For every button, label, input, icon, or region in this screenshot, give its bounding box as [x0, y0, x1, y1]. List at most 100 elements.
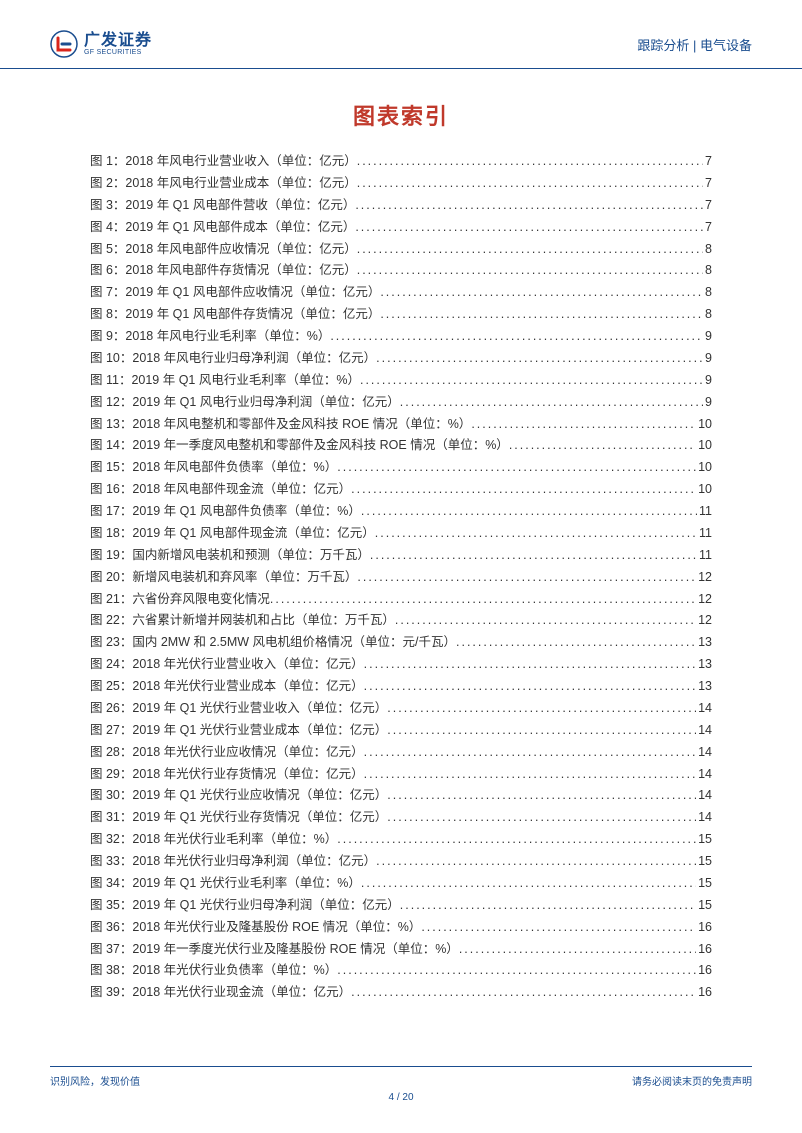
toc-label: 图 13：2018 年风电整机和零部件及金风科技 ROE 情况（单位：%）	[90, 414, 471, 436]
toc-page-number: 15	[696, 829, 712, 851]
toc-item: 图 1：2018 年风电行业营业收入（单位：亿元）7	[90, 151, 712, 173]
toc-leader-dots	[337, 960, 696, 982]
toc-item: 图 19：国内新增风电装机和预测（单位：万千瓦） 11	[90, 545, 712, 567]
toc-page-number: 16	[696, 960, 712, 982]
toc-leader-dots	[380, 304, 703, 326]
toc-leader-dots	[361, 873, 696, 895]
toc-label: 图 3：2019 年 Q1 风电部件营收（单位：亿元）	[90, 195, 355, 217]
toc-page-number: 16	[696, 917, 712, 939]
toc-page-number: 14	[696, 764, 712, 786]
toc-item: 图 34：2019 年 Q1 光伏行业毛利率（单位：%）15	[90, 873, 712, 895]
toc-label: 图 19：国内新增风电装机和预测（单位：万千瓦）	[90, 545, 370, 567]
toc-label: 图 33：2018 年光伏行业归母净利润（单位：亿元）	[90, 851, 376, 873]
toc-label: 图 27：2019 年 Q1 光伏行业营业成本（单位：亿元）	[90, 720, 387, 742]
toc-page-number: 12	[696, 567, 712, 589]
toc-label: 图 20：新增风电装机和弃风率（单位：万千瓦）	[90, 567, 357, 589]
toc-item: 图 3：2019 年 Q1 风电部件营收（单位：亿元）7	[90, 195, 712, 217]
toc-label: 图 5：2018 年风电部件应收情况（单位：亿元）	[90, 239, 357, 261]
toc-leader-dots	[471, 414, 696, 436]
logo-sub-text: GF SECURITIES	[84, 49, 152, 56]
toc-label: 图 16：2018 年风电部件现金流（单位：亿元）	[90, 479, 351, 501]
toc-item: 图 6：2018 年风电部件存货情况（单位：亿元）8	[90, 260, 712, 282]
toc-item: 图 7：2019 年 Q1 风电部件应收情况（单位：亿元）8	[90, 282, 712, 304]
toc-item: 图 20：新增风电装机和弃风率（单位：万千瓦） 12	[90, 567, 712, 589]
toc-item: 图 17：2019 年 Q1 风电部件负债率（单位：%） 11	[90, 501, 712, 523]
toc-item: 图 15：2018 年风电部件负债率（单位：%）10	[90, 457, 712, 479]
toc-item: 图 22：六省累计新增并网装机和占比（单位：万千瓦）12	[90, 610, 712, 632]
footer-content: 识别风险，发现价值 请务必阅读末页的免责声明	[50, 1073, 752, 1088]
toc-label: 图 38：2018 年光伏行业负债率（单位：%）	[90, 960, 337, 982]
toc-label: 图 8：2019 年 Q1 风电部件存货情况（单位：亿元）	[90, 304, 380, 326]
toc-leader-dots	[357, 151, 703, 173]
toc-label: 图 39：2018 年光伏行业现金流（单位：亿元）	[90, 982, 351, 1004]
toc-page-number: 11	[697, 501, 712, 523]
toc-item: 图 12：2019 年 Q1 风电行业归母净利润（单位：亿元）9	[90, 392, 712, 414]
toc-item: 图 8：2019 年 Q1 风电部件存货情况（单位：亿元） 8	[90, 304, 712, 326]
toc-page-number: 14	[696, 742, 712, 764]
toc-item: 图 11：2019 年 Q1 风电行业毛利率（单位：%） 9	[90, 370, 712, 392]
toc-leader-dots	[387, 807, 696, 829]
toc-leader-dots	[357, 260, 703, 282]
toc-page-number: 8	[703, 239, 712, 261]
toc-page-number: 14	[696, 698, 712, 720]
toc-label: 图 10：2018 年风电行业归母净利润（单位：亿元）	[90, 348, 376, 370]
toc-item: 图 38：2018 年光伏行业负债率（单位：%） 16	[90, 960, 712, 982]
toc-leader-dots	[337, 457, 696, 479]
toc-label: 图 24：2018 年光伏行业营业收入（单位：亿元）	[90, 654, 364, 676]
footer-page-number: 4 / 20	[50, 1092, 752, 1103]
toc-item: 图 37：2019 年一季度光伏行业及隆基股份 ROE 情况（单位：%）16	[90, 939, 712, 961]
toc-label: 图 2：2018 年风电行业营业成本（单位：亿元）	[90, 173, 357, 195]
toc-page-number: 13	[696, 676, 712, 698]
toc-item: 图 14：2019 年一季度风电整机和零部件及金风科技 ROE 情况（单位：%）…	[90, 435, 712, 457]
toc-leader-dots	[387, 785, 696, 807]
toc-leader-dots	[400, 392, 703, 414]
toc-page-number: 10	[696, 435, 712, 457]
toc-leader-dots	[337, 829, 696, 851]
toc-item: 图 5：2018 年风电部件应收情况（单位：亿元） 8	[90, 239, 712, 261]
toc-leader-dots	[380, 282, 703, 304]
toc-leader-dots	[509, 435, 696, 457]
toc-label: 图 37：2019 年一季度光伏行业及隆基股份 ROE 情况（单位：%）	[90, 939, 459, 961]
toc-leader-dots	[351, 982, 696, 1004]
toc-page-number: 14	[696, 720, 712, 742]
toc-leader-dots	[360, 370, 703, 392]
toc-label: 图 28：2018 年光伏行业应收情况（单位：亿元）	[90, 742, 364, 764]
toc-leader-dots	[376, 348, 703, 370]
toc-item: 图 9：2018 年风电行业毛利率（单位：%）9	[90, 326, 712, 348]
toc-item: 图 26：2019 年 Q1 光伏行业营业收入（单位：亿元）14	[90, 698, 712, 720]
toc-page-number: 7	[703, 173, 712, 195]
toc-label: 图 17：2019 年 Q1 风电部件负债率（单位：%）	[90, 501, 361, 523]
toc-leader-dots	[355, 195, 703, 217]
toc-item: 图 25：2018 年光伏行业营业成本（单位：亿元）13	[90, 676, 712, 698]
toc-leader-dots	[387, 698, 696, 720]
logo-text-block: 广发证券 GF SECURITIES	[84, 33, 152, 56]
page-footer: 识别风险，发现价值 请务必阅读末页的免责声明 4 / 20	[0, 1066, 802, 1103]
toc-item: 图 24：2018 年光伏行业营业收入（单位：亿元）13	[90, 654, 712, 676]
toc-label: 图 22：六省累计新增并网装机和占比（单位：万千瓦）	[90, 610, 395, 632]
toc-leader-dots	[364, 676, 696, 698]
toc-label: 图 29：2018 年光伏行业存货情况（单位：亿元）	[90, 764, 364, 786]
toc-item: 图 23：国内 2MW 和 2.5MW 风电机组价格情况（单位：元/千瓦）13	[90, 632, 712, 654]
toc-leader-dots	[370, 545, 697, 567]
toc-item: 图 13：2018 年风电整机和零部件及金风科技 ROE 情况（单位：%） 10	[90, 414, 712, 436]
toc-page-number: 9	[703, 370, 712, 392]
toc-label: 图 11：2019 年 Q1 风电行业毛利率（单位：%）	[90, 370, 360, 392]
toc-page-number: 11	[697, 545, 712, 567]
footer-divider	[50, 1066, 752, 1067]
toc-page-number: 8	[703, 260, 712, 282]
toc-label: 图 30：2019 年 Q1 光伏行业应收情况（单位：亿元）	[90, 785, 387, 807]
toc-leader-dots	[421, 917, 696, 939]
toc-item: 图 27：2019 年 Q1 光伏行业营业成本（单位：亿元） 14	[90, 720, 712, 742]
toc-page-number: 16	[696, 982, 712, 1004]
toc-leader-dots	[351, 479, 696, 501]
toc-page-number: 9	[703, 348, 712, 370]
toc-label: 图 9：2018 年风电行业毛利率（单位：%）	[90, 326, 330, 348]
page-total: 20	[402, 1092, 413, 1103]
toc-page-number: 15	[696, 895, 712, 917]
toc-item: 图 21：六省份弃风限电变化情况12	[90, 589, 712, 611]
toc-label: 图 12：2019 年 Q1 风电行业归母净利润（单位：亿元）	[90, 392, 400, 414]
toc-item: 图 31：2019 年 Q1 光伏行业存货情况（单位：亿元）14	[90, 807, 712, 829]
toc-page-number: 10	[696, 414, 712, 436]
toc-page-number: 8	[703, 304, 712, 326]
footer-right-text: 请务必阅读末页的免责声明	[632, 1073, 752, 1088]
